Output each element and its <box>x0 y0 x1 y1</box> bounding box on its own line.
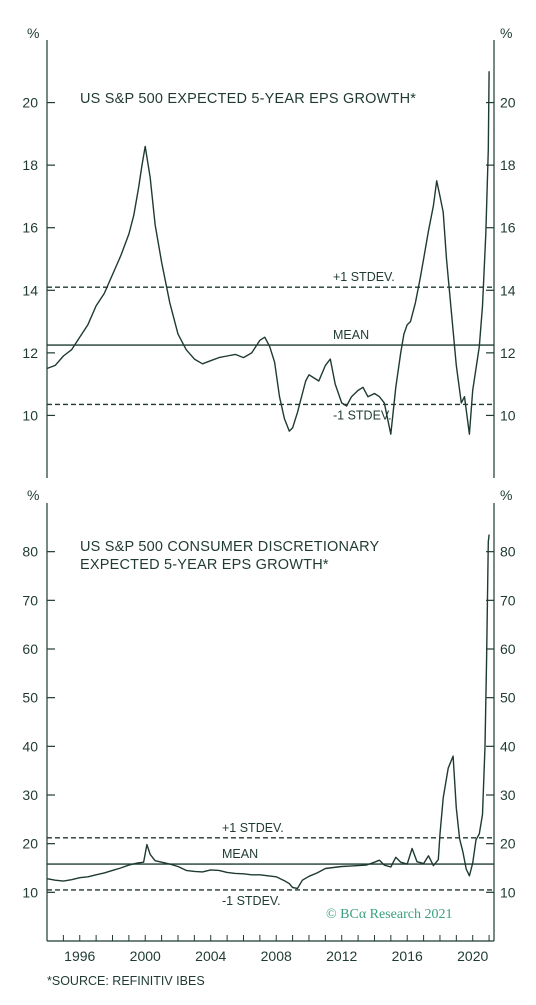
y-tick-label-left: 50 <box>22 690 38 706</box>
panel-2-unit-left: % <box>27 487 39 503</box>
y-tick-label-right: 18 <box>500 157 516 173</box>
y-tick-label-left: 40 <box>22 738 38 754</box>
x-tick-label: 2004 <box>195 948 226 964</box>
y-tick-label-left: 60 <box>22 641 38 657</box>
y-tick-label-right: 12 <box>500 345 516 361</box>
y-tick-label-left: 10 <box>22 407 38 423</box>
credit-text: © BCα Research 2021 <box>326 907 452 922</box>
panel-2-title-line-2: EXPECTED 5-YEAR EPS GROWTH* <box>80 557 329 573</box>
reference-line-label: +1 STDEV. <box>222 821 284 835</box>
y-tick-label-left: 10 <box>22 884 38 900</box>
y-tick-label-right: 50 <box>500 690 516 706</box>
y-tick-label-right: 30 <box>500 787 516 803</box>
panel-2-y-ticks: 10 10 20 20 30 30 40 40 50 50 60 60 70 70 80 80 <box>22 544 515 901</box>
y-tick-label-left: 20 <box>22 95 38 111</box>
y-tick-label-right: 20 <box>500 836 516 852</box>
y-tick-label-right: 16 <box>500 220 516 236</box>
reference-line-label: MEAN <box>222 847 258 861</box>
y-tick-label-left: 20 <box>22 836 38 852</box>
y-tick-label-right: 14 <box>500 282 516 298</box>
x-tick-label: 2008 <box>261 948 292 964</box>
x-tick-label: 1996 <box>64 948 95 964</box>
y-tick-label-right: 80 <box>500 544 516 560</box>
x-tick-label: 2000 <box>130 948 161 964</box>
panel-2: % % US S&P 500 CONSUMER DISCRETIONARY EX… <box>22 487 515 964</box>
reference-line-label: -1 STDEV. <box>333 408 392 422</box>
y-tick-label-right: 70 <box>500 592 516 608</box>
y-tick-label-right: 10 <box>500 407 516 423</box>
panel-1: % % US S&P 500 EXPECTED 5-YEAR EPS GROWT… <box>22 25 516 478</box>
panel-2-series-line <box>46 534 490 890</box>
panel-1-series-line <box>46 71 490 435</box>
y-tick-label-left: 30 <box>22 787 38 803</box>
y-tick-label-right: 40 <box>500 738 516 754</box>
panel-1-unit-left: % <box>27 25 39 41</box>
reference-line-label: -1 STDEV. <box>222 894 281 908</box>
y-tick-label-right: 10 <box>500 884 516 900</box>
x-tick-label: 2012 <box>326 948 357 964</box>
panel-1-title: US S&P 500 EXPECTED 5-YEAR EPS GROWTH* <box>80 91 416 107</box>
y-tick-label-left: 70 <box>22 592 38 608</box>
panel-2-reference-lines: +1 STDEV. MEAN -1 STDEV. <box>47 821 494 908</box>
x-tick-label: 2020 <box>457 948 488 964</box>
panel-1-y-ticks: 10 10 12 12 14 14 16 16 18 18 20 20 <box>22 95 515 424</box>
panel-1-unit-right: % <box>500 25 512 41</box>
source-note: *SOURCE: REFINITIV IBES <box>47 974 205 988</box>
y-tick-label-left: 18 <box>22 157 38 173</box>
y-tick-label-left: 14 <box>22 282 38 298</box>
y-tick-label-right: 20 <box>500 95 516 111</box>
panel-1-reference-lines: +1 STDEV. MEAN -1 STDEV. <box>47 270 494 422</box>
y-tick-label-left: 16 <box>22 220 38 236</box>
x-axis-ticks: 1996 2000 2004 2008 2012 2016 2020 <box>62 935 490 964</box>
x-tick-label: 2016 <box>392 948 423 964</box>
panel-2-unit-right: % <box>500 487 512 503</box>
y-tick-label-right: 60 <box>500 641 516 657</box>
reference-line-label: MEAN <box>333 328 369 342</box>
reference-line-label: +1 STDEV. <box>333 270 395 284</box>
panel-2-title-line-1: US S&P 500 CONSUMER DISCRETIONARY <box>80 539 379 555</box>
y-tick-label-left: 80 <box>22 544 38 560</box>
y-tick-label-left: 12 <box>22 345 38 361</box>
